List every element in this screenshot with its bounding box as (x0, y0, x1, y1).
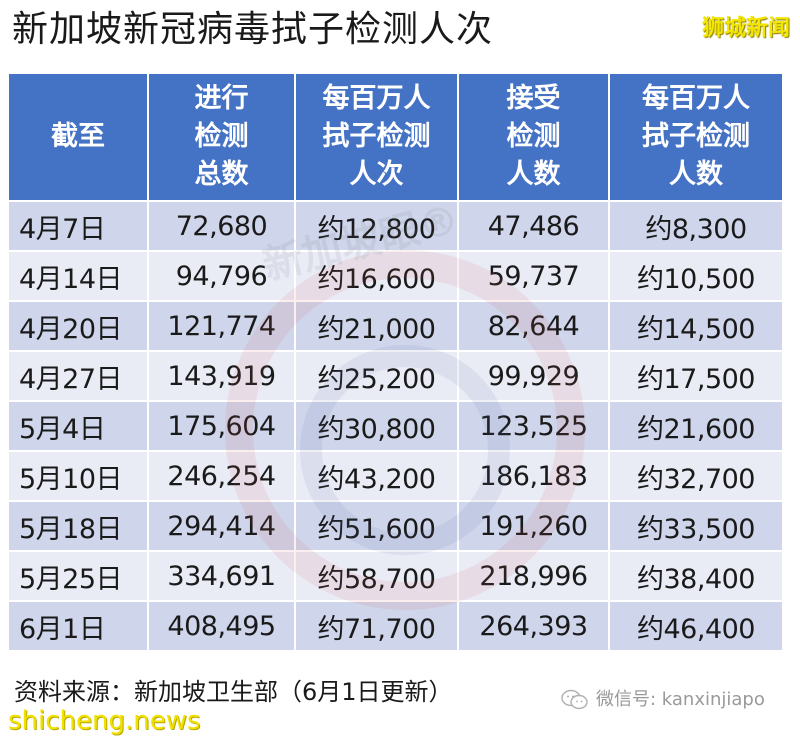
cell-total-tests: 143,919 (147, 350, 296, 402)
cell-tests-per-million: 约25,200 (294, 350, 459, 402)
table-row: 5月10日 246,254 约43,200 186,183 约32,700 (7, 450, 784, 502)
cell-persons-per-million: 约33,500 (608, 500, 784, 552)
header-line: 人数 (669, 159, 723, 190)
cell-date: 4月14日 (7, 250, 149, 302)
table-row: 5月25日 334,691 约58,700 218,996 约38,400 (7, 550, 784, 602)
cell-date: 6月1日 (7, 600, 149, 652)
table-row: 4月27日 143,919 约25,200 99,929 约17,500 (7, 350, 784, 402)
wechat-id: 微信号: kanxinjiapo (560, 688, 765, 712)
table-header-row: 截至 进行 检测 总数 每百万人 拭子检测 人次 接受 检测 人数 (7, 72, 784, 202)
cell-persons-tested: 99,929 (457, 350, 610, 402)
testing-table: 截至 进行 检测 总数 每百万人 拭子检测 人次 接受 检测 人数 (7, 72, 784, 652)
cell-date: 4月7日 (7, 200, 149, 252)
cell-date: 5月18日 (7, 500, 149, 552)
header-line: 拭子检测 (322, 121, 431, 152)
cell-persons-per-million: 约32,700 (608, 450, 784, 502)
cell-tests-per-million: 约12,800 (294, 200, 459, 252)
cell-date: 4月20日 (7, 300, 149, 352)
cell-persons-tested: 59,737 (457, 250, 610, 302)
cell-tests-per-million: 约21,000 (294, 300, 459, 352)
cell-date: 4月27日 (7, 350, 149, 402)
cell-total-tests: 121,774 (147, 300, 296, 352)
testing-table-container: 截至 进行 检测 总数 每百万人 拭子检测 人次 接受 检测 人数 (7, 72, 784, 652)
wechat-id-text: 微信号: kanxinjiapo (596, 689, 765, 710)
cell-persons-per-million: 约10,500 (608, 250, 784, 302)
cell-tests-per-million: 约71,700 (294, 600, 459, 652)
cell-tests-per-million: 约51,600 (294, 500, 459, 552)
wechat-icon (560, 688, 590, 712)
table-row: 5月18日 294,414 约51,600 191,260 约33,500 (7, 500, 784, 552)
cell-persons-tested: 186,183 (457, 450, 610, 502)
cell-total-tests: 246,254 (147, 450, 296, 502)
cell-total-tests: 334,691 (147, 550, 296, 602)
cell-persons-per-million: 约21,600 (608, 400, 784, 452)
header-line: 人次 (349, 159, 404, 190)
cell-persons-per-million: 约8,300 (608, 200, 784, 252)
header-line: 每百万人 (642, 83, 750, 114)
table-row: 4月14日 94,796 约16,600 59,737 约10,500 (7, 250, 784, 302)
cell-tests-per-million: 约16,600 (294, 250, 459, 302)
header-line: 每百万人 (322, 83, 431, 114)
cell-persons-tested: 218,996 (457, 550, 610, 602)
cell-total-tests: 94,796 (147, 250, 296, 302)
header-line: 检测 (506, 121, 561, 152)
cell-persons-per-million: 约38,400 (608, 550, 784, 602)
header-persons-tested: 接受 检测 人数 (457, 72, 610, 202)
header-line: 接受 (506, 83, 561, 114)
header-date: 截至 (7, 72, 149, 202)
cell-date: 5月4日 (7, 400, 149, 452)
page-title: 新加坡新冠病毒拭子检测人次 (12, 9, 494, 50)
table-row: 4月20日 121,774 约21,000 82,644 约14,500 (7, 300, 784, 352)
cell-persons-tested: 47,486 (457, 200, 610, 252)
cell-persons-per-million: 约17,500 (608, 350, 784, 402)
cell-persons-tested: 191,260 (457, 500, 610, 552)
table-row: 6月1日 408,495 约71,700 264,393 约46,400 (7, 600, 784, 652)
cell-persons-per-million: 约14,500 (608, 300, 784, 352)
data-source-note: 资料来源：新加坡卫生部（6月1日更新） (14, 678, 453, 706)
header-line: 总数 (194, 159, 249, 190)
header-persons-per-million: 每百万人 拭子检测 人数 (608, 72, 784, 202)
cell-persons-tested: 82,644 (457, 300, 610, 352)
table-row: 5月4日 175,604 约30,800 123,525 约21,600 (7, 400, 784, 452)
header-total-tests: 进行 检测 总数 (147, 72, 296, 202)
header-line: 人数 (506, 159, 561, 190)
header-line: 截至 (51, 121, 105, 152)
cell-tests-per-million: 约30,800 (294, 400, 459, 452)
cell-persons-tested: 123,525 (457, 400, 610, 452)
table-row: 4月7日 72,680 约12,800 47,486 约8,300 (7, 200, 784, 252)
header-line: 进行 (194, 83, 249, 114)
cell-total-tests: 408,495 (147, 600, 296, 652)
cell-persons-tested: 264,393 (457, 600, 610, 652)
cell-total-tests: 72,680 (147, 200, 296, 252)
cell-tests-per-million: 约43,200 (294, 450, 459, 502)
brand-logo-text: 狮城新闻 (701, 16, 790, 41)
cell-persons-per-million: 约46,400 (608, 600, 784, 652)
cell-date: 5月25日 (7, 550, 149, 602)
header-line: 拭子检测 (642, 121, 750, 152)
header-tests-per-million: 每百万人 拭子检测 人次 (294, 72, 459, 202)
cell-date: 5月10日 (7, 450, 149, 502)
cell-total-tests: 175,604 (147, 400, 296, 452)
site-watermark: shicheng.news (8, 706, 201, 736)
cell-tests-per-million: 约58,700 (294, 550, 459, 602)
header-line: 检测 (194, 121, 249, 152)
cell-total-tests: 294,414 (147, 500, 296, 552)
